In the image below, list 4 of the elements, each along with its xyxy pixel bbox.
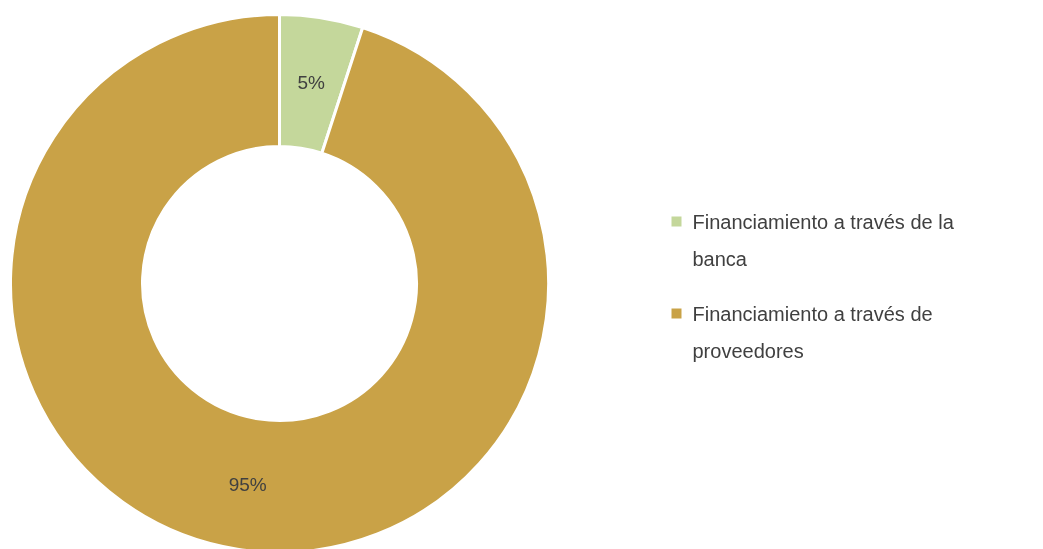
data-label: 5% — [297, 72, 326, 94]
data-label: 95% — [228, 473, 267, 495]
legend-label: Financiamiento a través de proveedores — [692, 302, 933, 362]
legend-label: Financiamiento a través de la banca — [692, 210, 955, 270]
